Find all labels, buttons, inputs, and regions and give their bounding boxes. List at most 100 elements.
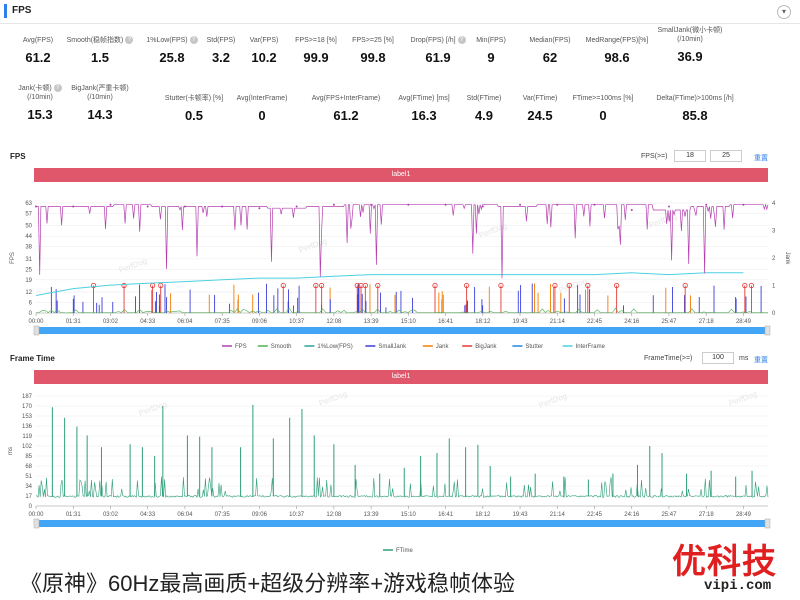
stat-ftime-100ms-pct: FTime>=100ms [%] 0 xyxy=(543,94,663,123)
stat-value: 16.3 xyxy=(411,108,437,123)
stat-value: 98.6 xyxy=(604,50,630,65)
frame-time-chart[interactable]: 0 17 34 51 68 85 102 119 136 153 170 187 ms PerfDog Pe… xyxy=(0,386,800,558)
stat-min: Min(FPS) 9 xyxy=(431,36,551,65)
fps-point xyxy=(556,203,559,206)
x-tick-label: 03:02 xyxy=(103,319,119,325)
stat-label-line: Delta(FTime)>100ms [/h] xyxy=(656,95,734,102)
y-tick-label: 0 xyxy=(29,504,33,510)
stat-value: 99.8 xyxy=(360,50,386,65)
ftime-baseline-line xyxy=(35,476,769,499)
bigjank-marker xyxy=(319,282,325,289)
stat-value: 24.5 xyxy=(527,108,553,123)
ftime-threshold-input[interactable]: 100 xyxy=(702,352,734,364)
stat-label: FPS>=25 [%] xyxy=(313,36,433,45)
ftime-unit-label: ms xyxy=(739,355,749,362)
y2-tick-label: 0 xyxy=(772,311,776,317)
x-tick-label: 12:08 xyxy=(326,512,342,518)
x-tick-label: 27:18 xyxy=(699,512,715,518)
fps-scrollbar[interactable] xyxy=(36,327,768,334)
bigjank-marker xyxy=(354,282,360,289)
stat-value: 1.5 xyxy=(90,50,110,65)
y2-tick-label: 3 xyxy=(772,229,776,235)
bigjank-marker xyxy=(682,282,688,289)
x-tick-label: 18:12 xyxy=(475,319,491,325)
x-tick-label: 03:02 xyxy=(103,512,119,518)
bigjank-marker xyxy=(90,282,97,289)
stat-label-line: Avg(FTime) [ms] xyxy=(398,95,450,102)
watermark-text: PerfDog xyxy=(478,221,509,239)
stat-median: Median(FPS) 62 xyxy=(490,36,610,65)
fps-reset-link[interactable]: 重置 xyxy=(754,155,768,162)
scrollbar-handle-left[interactable] xyxy=(33,518,40,529)
stat-label-line: BigJank(严重卡顿) xyxy=(71,85,129,92)
legend-item-label: Smooth xyxy=(271,344,292,350)
stat-label-line: Std(FPS) xyxy=(206,37,236,44)
y-tick-label: 12 xyxy=(25,290,32,296)
y-tick-label: 34 xyxy=(25,484,32,490)
ftime-reset-link[interactable]: 重置 xyxy=(754,357,768,364)
collapse-chevron-icon[interactable]: ▾ xyxy=(777,5,791,19)
x-tick-label: 00:00 xyxy=(28,512,44,518)
stat-value: 4.9 xyxy=(474,108,494,123)
stat-label-line: Smooth(稳帧指数) xyxy=(66,37,124,44)
footer-banner-text: 《原神》60Hz最高画质+超级分辨率+游戏稳帧体验 xyxy=(20,571,516,596)
x-tick-label: 19:43 xyxy=(513,319,529,325)
fps-point xyxy=(519,203,522,206)
ftime-label-bar[interactable]: label1 xyxy=(34,370,768,384)
stat-fps-18-pct: FPS>=18 [%] 99.9 xyxy=(256,36,376,65)
bigjank-marker xyxy=(498,282,504,289)
y-tick-label: 187 xyxy=(22,394,33,400)
stat-label: Std(FTime) xyxy=(424,94,544,103)
ftime-threshold-label: FrameTime(>=) xyxy=(644,355,693,362)
stat-value: 15.3 xyxy=(27,107,53,122)
stat-jank: Jank(卡顿)? (/10min) 15.3 xyxy=(0,84,100,122)
stat-label-line: Var(FPS) xyxy=(249,37,279,44)
stat-label: SmallJank(微小卡顿) (/10min) xyxy=(630,26,750,44)
fps-point xyxy=(146,205,149,208)
stat-avg: Avg(FPS) 61.2 xyxy=(0,36,98,65)
help-icon[interactable]: ? xyxy=(457,36,466,45)
y-tick-label: 170 xyxy=(22,404,33,410)
scrollbar-handle-left[interactable] xyxy=(33,325,40,336)
help-icon[interactable]: ? xyxy=(53,84,62,93)
x-tick-label: 00:00 xyxy=(28,319,44,325)
help-icon[interactable]: ? xyxy=(125,36,134,45)
fps-threshold-label: FPS(>=) xyxy=(641,153,668,160)
legend-item-label: Jank xyxy=(436,344,450,350)
scrollbar-handle-right[interactable] xyxy=(764,518,771,529)
bigjank-marker xyxy=(158,282,164,289)
stat-var: Var(FTime) 24.5 xyxy=(480,94,600,123)
stat-bigjank: BigJank(严重卡顿) (/10min) 14.3 xyxy=(40,84,160,122)
bigjank-marker xyxy=(280,282,286,289)
fps-label-bar[interactable]: label1 xyxy=(34,168,768,182)
stat-label-line: Avg(FPS+InterFrame) xyxy=(311,95,381,102)
scrollbar-handle-right[interactable] xyxy=(764,325,771,336)
stat-stutter: Stutter(卡顿率) [%] 0.5 xyxy=(134,94,254,123)
fps-threshold-input-2[interactable]: 25 xyxy=(710,150,742,162)
stat-label: Avg(FPS+InterFrame) xyxy=(286,94,406,103)
help-icon[interactable]: ? xyxy=(189,36,198,45)
x-tick-label: 06:04 xyxy=(177,512,193,518)
fps-point xyxy=(183,205,186,208)
bigjank-marker xyxy=(742,282,748,289)
stat-value: 14.3 xyxy=(87,107,113,122)
stat-value: 61.9 xyxy=(425,50,451,65)
stat-value: 0.5 xyxy=(184,108,204,123)
stat-value: 61.2 xyxy=(25,50,51,65)
y2-tick-label: 2 xyxy=(772,256,776,262)
x-tick-label: 25:47 xyxy=(661,319,677,325)
stat-label-line: Median(FPS) xyxy=(529,37,571,44)
fps-threshold-input-1[interactable]: 18 xyxy=(674,150,706,162)
fps-point xyxy=(630,208,633,211)
ftime-scrollbar[interactable] xyxy=(36,520,768,527)
x-tick-label: 04:33 xyxy=(140,512,156,518)
x-tick-label: 10:37 xyxy=(289,319,305,325)
x-tick-label: 22:45 xyxy=(587,512,603,518)
stat-value: 85.8 xyxy=(682,108,708,123)
stat-label: Avg(InterFrame) xyxy=(202,94,322,103)
fps-point xyxy=(295,205,298,208)
stat-std: Std(FPS) 3.2 xyxy=(161,36,281,65)
stat-smalljank: SmallJank(微小卡顿) (/10min) 36.9 xyxy=(630,26,750,64)
y-tick-label: 31 xyxy=(25,257,32,263)
